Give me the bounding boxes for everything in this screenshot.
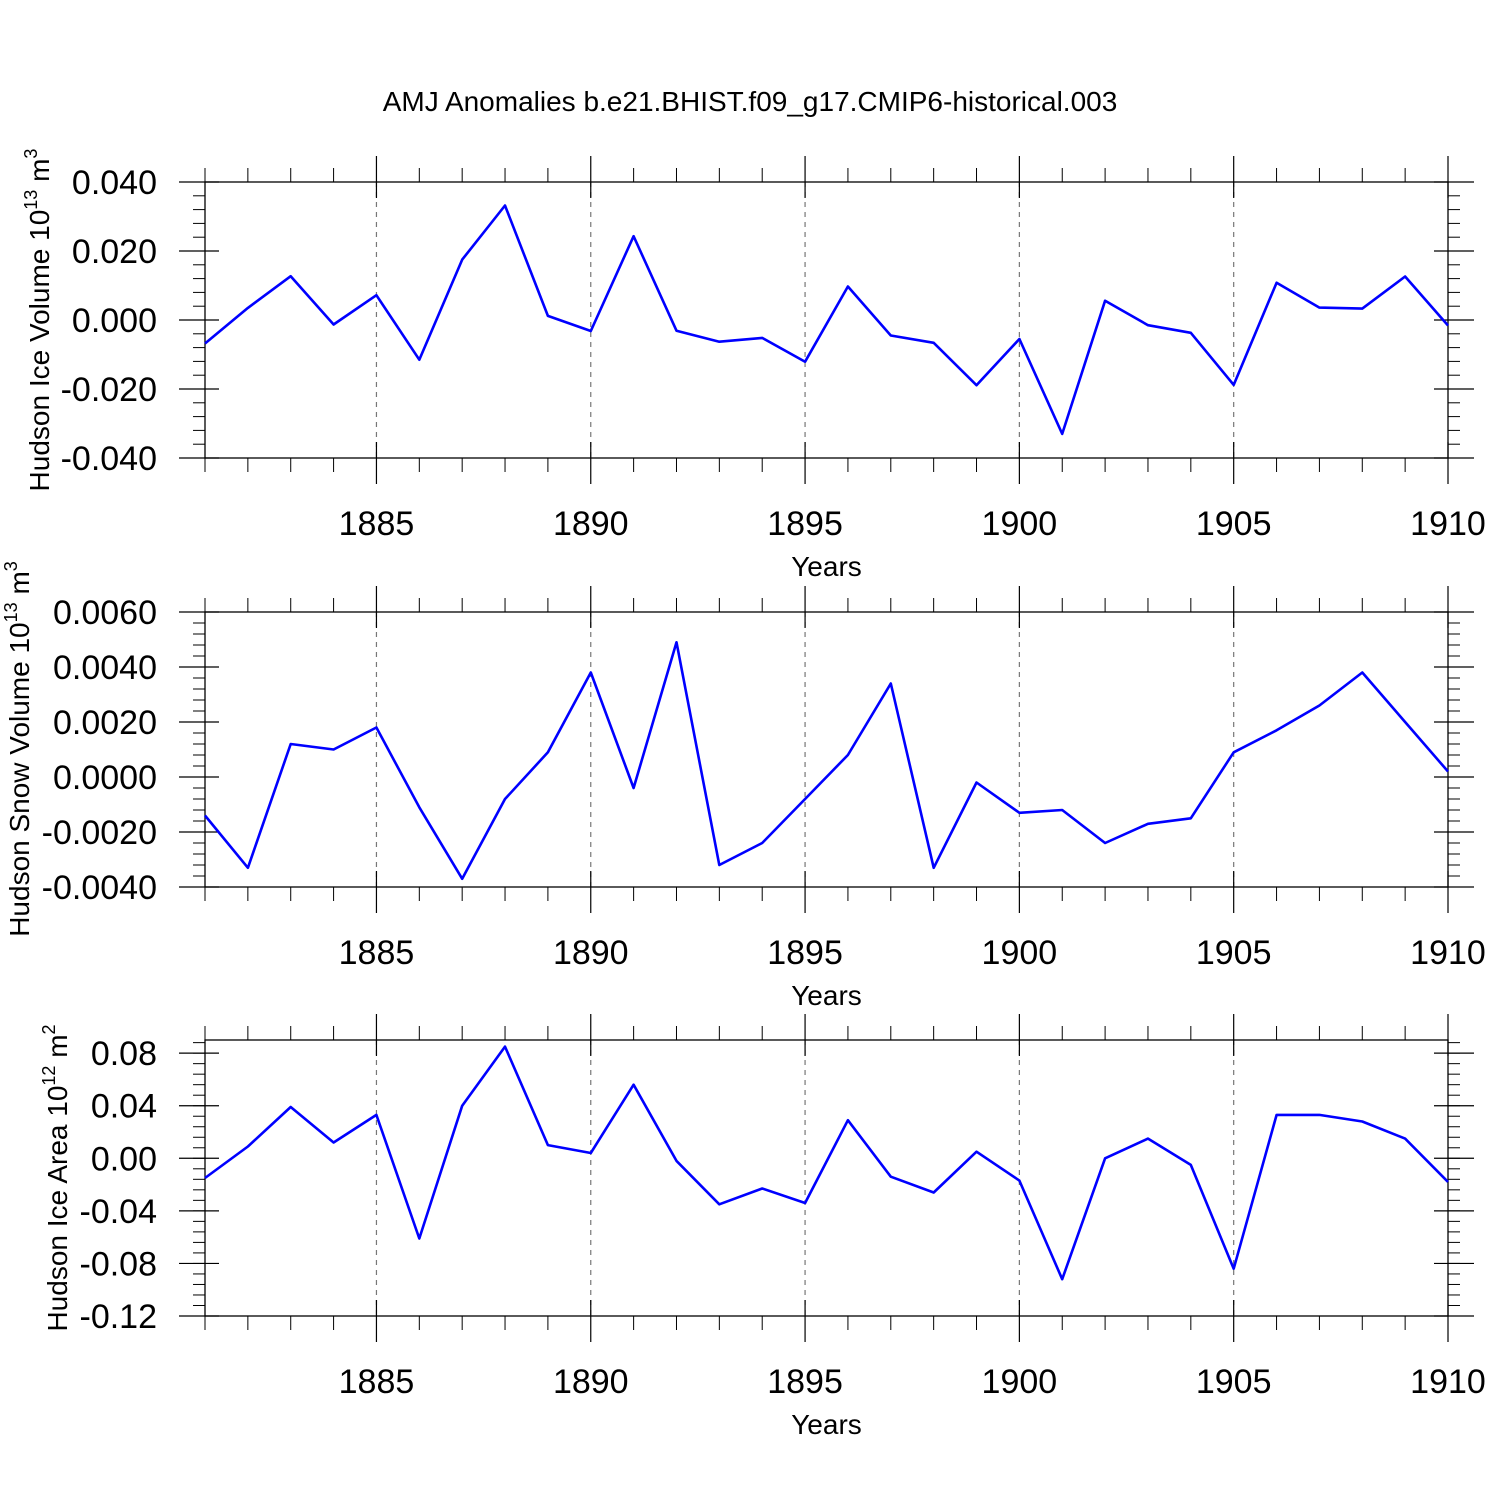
x-tick-label: 1910 xyxy=(1410,934,1486,972)
y-axis-label-text: Hudson Ice Volume 10 xyxy=(24,210,55,492)
y-axis-label: Hudson Snow Volume 1013 m3 xyxy=(1,561,35,937)
y-tick-label: 0.0060 xyxy=(53,594,157,632)
y-tick-label: 0.00 xyxy=(91,1140,157,1178)
x-tick-label: 1900 xyxy=(982,1363,1058,1401)
x-axis-label: Years xyxy=(791,980,862,1011)
y-tick-label: -0.0020 xyxy=(42,814,157,852)
y-axis-label-exponent: 13 xyxy=(1,602,21,622)
series-line xyxy=(203,640,1449,881)
y-axis-label-text: Hudson Snow Volume 10 xyxy=(4,622,35,936)
chart-title: AMJ Anomalies b.e21.BHIST.f09_g17.CMIP6-… xyxy=(383,86,1118,117)
x-tick-label: 1890 xyxy=(553,934,629,972)
y-axis-label-unit: m xyxy=(42,1034,73,1065)
y-axis-label-unit-exponent: 3 xyxy=(21,149,41,159)
x-tick-label: 1895 xyxy=(767,1363,843,1401)
y-tick-label: -0.04 xyxy=(80,1193,158,1231)
x-tick-label: 1910 xyxy=(1410,505,1486,543)
x-tick-label: 1890 xyxy=(553,1363,629,1401)
x-tick-label: 1890 xyxy=(553,505,629,543)
x-tick-label: 1885 xyxy=(339,1363,415,1401)
y-tick-label: -0.12 xyxy=(80,1298,158,1336)
y-tick-label: 0.0020 xyxy=(53,704,157,742)
x-tick-label: 1900 xyxy=(982,505,1058,543)
y-tick-label: -0.040 xyxy=(61,440,157,478)
panel-1: -0.040 -0.020 0.000 0.020 0.040 1885 1890 1895 1… xyxy=(21,149,1486,582)
y-tick-label: 0.0000 xyxy=(53,759,157,797)
x-axis-label: Years xyxy=(791,1409,862,1440)
y-tick-label: 0.000 xyxy=(72,302,157,340)
series-line xyxy=(204,1045,1449,1281)
x-tick-label: 1885 xyxy=(339,934,415,972)
panel-2: -0.0040 -0.0020 0.0000 0.0020 0.0040 0.0060 18… xyxy=(1,561,1486,1011)
y-axis-label-exponent: 13 xyxy=(21,190,41,210)
y-axis-label-unit: m xyxy=(4,571,35,602)
x-tick-label: 1885 xyxy=(339,505,415,543)
y-axis-label-unit-exponent: 3 xyxy=(1,561,21,571)
y-tick-label: -0.08 xyxy=(80,1245,158,1283)
y-axis-label-exponent: 12 xyxy=(39,1066,59,1086)
x-tick-label: 1905 xyxy=(1196,1363,1272,1401)
plot-frame xyxy=(204,611,1449,888)
y-tick-label: 0.040 xyxy=(72,164,157,202)
panels: -0.040 -0.020 0.000 0.020 0.040 1885 1890 1895 1… xyxy=(1,149,1486,1440)
y-axis-label-text: Hudson Ice Area 10 xyxy=(42,1086,73,1332)
x-tick-label: 1905 xyxy=(1196,505,1272,543)
x-tick-label: 1900 xyxy=(982,934,1058,972)
x-tick-label: 1905 xyxy=(1196,934,1272,972)
x-tick-label: 1910 xyxy=(1410,1363,1486,1401)
x-axis-label: Years xyxy=(791,551,862,582)
y-tick-label: -0.0040 xyxy=(42,869,157,907)
x-tick-label: 1895 xyxy=(767,505,843,543)
plot-frame xyxy=(204,1039,1449,1317)
y-tick-label: 0.04 xyxy=(91,1088,157,1126)
y-axis-label: Hudson Ice Volume 1013 m3 xyxy=(21,149,55,492)
series-line xyxy=(204,204,1449,436)
y-axis-label-unit-exponent: 2 xyxy=(39,1024,59,1034)
y-tick-label: 0.0040 xyxy=(53,649,157,687)
x-tick-label: 1895 xyxy=(767,934,843,972)
y-tick-label: 0.08 xyxy=(91,1035,157,1073)
y-axis-label-unit: m xyxy=(24,159,55,190)
y-tick-label: 0.020 xyxy=(72,233,157,271)
y-tick-label: -0.020 xyxy=(61,371,157,409)
y-axis-label: Hudson Ice Area 1012 m2 xyxy=(39,1024,73,1331)
panel-3: -0.12 -0.08 -0.04 0.00 0.04 0.08 1885 1890 1895 1… xyxy=(39,1014,1486,1440)
